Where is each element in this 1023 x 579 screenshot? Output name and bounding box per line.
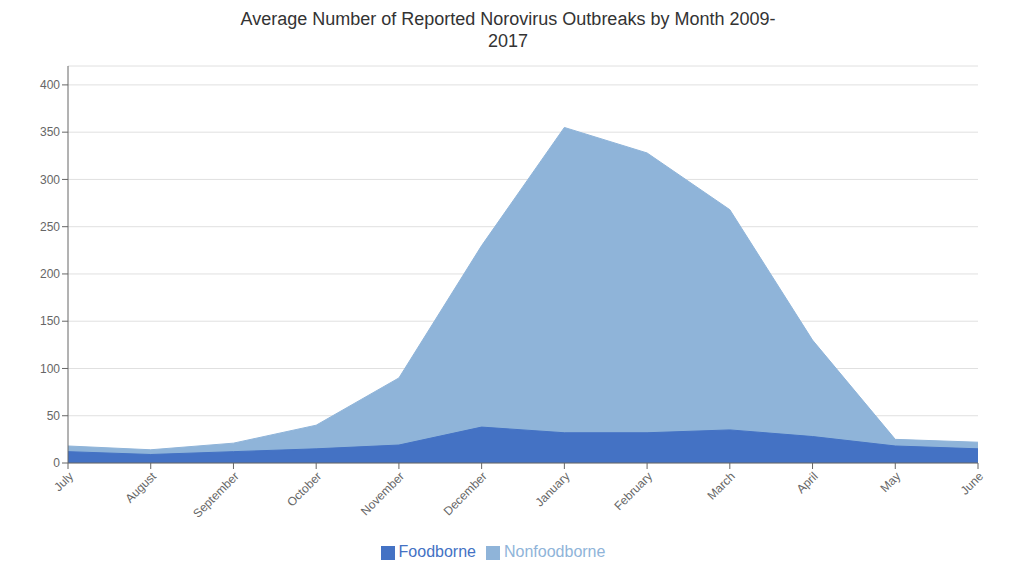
svg-text:July: July — [51, 469, 76, 494]
svg-text:250: 250 — [40, 220, 60, 234]
svg-text:200: 200 — [40, 267, 60, 281]
svg-text:May: May — [877, 469, 903, 495]
svg-text:March: March — [704, 469, 737, 502]
svg-text:50: 50 — [47, 409, 61, 423]
svg-text:April: April — [794, 469, 821, 496]
html-text:Nonfoodborne: Nonfoodborne — [504, 543, 606, 560]
svg-text:September: September — [190, 469, 241, 520]
svg-text:June: June — [958, 469, 987, 498]
svg-text:100: 100 — [40, 362, 60, 376]
html-text:Average Number of Reported Nor: Average Number of Reported Norovirus Out… — [240, 9, 776, 29]
svg-text:February: February — [611, 469, 655, 513]
svg-text:150: 150 — [40, 314, 60, 328]
svg-text:400: 400 — [40, 78, 60, 92]
svg-text:300: 300 — [40, 173, 60, 187]
svg-text:January: January — [532, 469, 572, 509]
svg-text:November: November — [358, 469, 407, 518]
svg-text:350: 350 — [40, 125, 60, 139]
svg-text:October: October — [284, 469, 324, 509]
html-text:Foodborne: Foodborne — [398, 543, 476, 560]
svg-text:December: December — [441, 469, 490, 518]
svg-text:0: 0 — [53, 456, 60, 470]
html-text:2017: 2017 — [488, 31, 528, 51]
svg-text:August: August — [123, 469, 160, 506]
